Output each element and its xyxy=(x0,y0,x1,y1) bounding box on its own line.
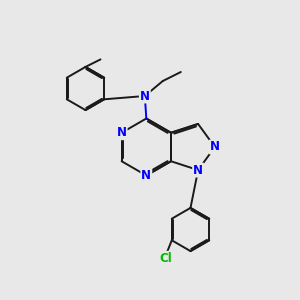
Text: N: N xyxy=(140,89,150,103)
Text: N: N xyxy=(193,164,203,177)
Text: N: N xyxy=(210,140,220,154)
Text: N: N xyxy=(141,169,151,182)
Text: N: N xyxy=(117,126,127,139)
Text: Cl: Cl xyxy=(159,252,172,265)
